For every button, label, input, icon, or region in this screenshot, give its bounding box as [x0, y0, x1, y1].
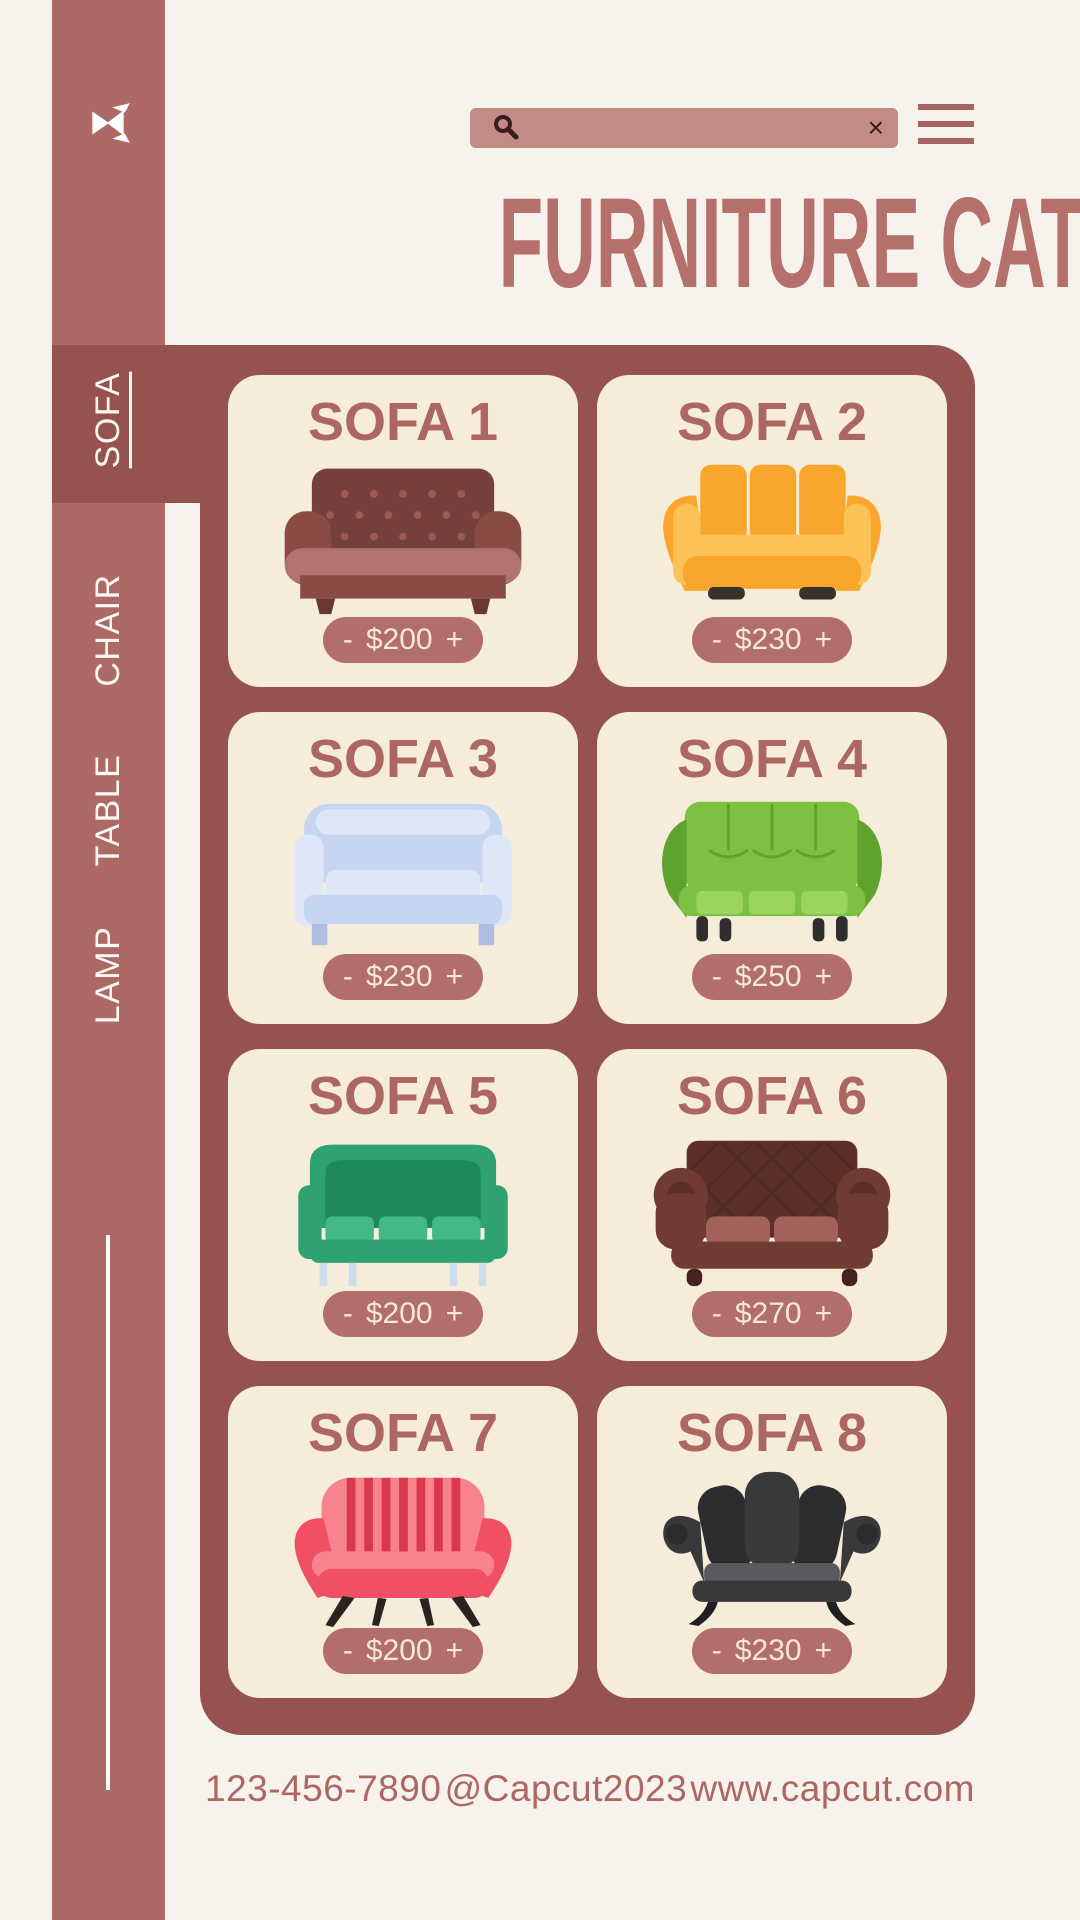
price-value: $200: [365, 1634, 433, 1667]
price-stepper: - $250 +: [692, 954, 852, 1000]
product-card-sofa-2[interactable]: SOFA 2 - $230 +: [597, 375, 947, 687]
sidebar-item-sofa[interactable]: SOFA: [89, 371, 127, 469]
search-bar: ×: [470, 108, 898, 148]
hamburger-menu-icon[interactable]: [918, 104, 974, 144]
increase-button[interactable]: +: [445, 960, 464, 993]
increase-button[interactable]: +: [814, 623, 833, 656]
price-stepper: - $200 +: [323, 1291, 483, 1337]
product-card-sofa-4[interactable]: SOFA 4 - $250 +: [597, 712, 947, 1024]
product-name: SOFA 5: [307, 1066, 499, 1126]
price-value: $200: [365, 1297, 433, 1330]
close-icon[interactable]: ×: [867, 112, 884, 143]
price-stepper: - $230 +: [692, 617, 852, 663]
product-card-sofa-3[interactable]: SOFA 3 - $230 +: [228, 712, 578, 1024]
price-stepper: - $230 +: [692, 1628, 852, 1674]
decrease-button[interactable]: -: [342, 1297, 353, 1330]
product-name: SOFA 1: [307, 392, 499, 452]
price-value: $230: [734, 623, 802, 656]
sidebar-divider-line: [106, 1235, 110, 1790]
sofa-6-illustration: [653, 1140, 891, 1287]
product-name: SOFA 6: [676, 1066, 868, 1126]
increase-button[interactable]: +: [814, 1297, 833, 1330]
product-name: SOFA 7: [307, 1403, 499, 1463]
product-name: SOFA 2: [676, 392, 868, 452]
page-title: FURNITURE CATALOG: [498, 172, 1080, 315]
sofa-1-illustration: [284, 468, 522, 615]
sofa-2-illustration: [663, 464, 881, 600]
product-name: SOFA 8: [676, 1403, 868, 1463]
decrease-button[interactable]: -: [711, 623, 722, 656]
product-card-sofa-6[interactable]: SOFA 6: [597, 1049, 947, 1361]
product-card-sofa-5[interactable]: SOFA 5 - $200 +: [228, 1049, 578, 1361]
decrease-button[interactable]: -: [711, 960, 722, 993]
price-stepper: - $270 +: [692, 1291, 852, 1337]
sofa-8-illustration: [663, 1471, 881, 1627]
catalog-panel: SOFA 1 - $200 +: [200, 345, 975, 1735]
footer-handle: @Capcut2023: [444, 1768, 688, 1809]
footer: 123-456-7890 @Capcut2023 www.capcut.com: [205, 1768, 975, 1810]
footer-website: www.capcut.com: [690, 1768, 975, 1809]
sofa-3-illustration: [294, 803, 512, 946]
sidebar-item-lamp[interactable]: LAMP: [89, 925, 127, 1025]
increase-button[interactable]: +: [445, 1297, 464, 1330]
price-value: $200: [365, 623, 433, 656]
price-value: $230: [734, 1634, 802, 1667]
price-value: $250: [734, 960, 802, 993]
decrease-button[interactable]: -: [711, 1634, 722, 1667]
sofa-4-illustration: [662, 801, 882, 942]
sofa-5-illustration: [298, 1144, 508, 1287]
price-value: $270: [734, 1297, 802, 1330]
increase-button[interactable]: +: [445, 1634, 464, 1667]
increase-button[interactable]: +: [445, 623, 464, 656]
price-stepper: - $200 +: [323, 617, 483, 663]
search-input[interactable]: [520, 114, 868, 142]
price-stepper: - $230 +: [323, 954, 483, 1000]
product-card-sofa-7[interactable]: SOFA 7: [228, 1386, 578, 1698]
search-icon: [494, 115, 519, 140]
product-name: SOFA 3: [307, 729, 499, 789]
price-value: $230: [365, 960, 433, 993]
footer-phone: 123-456-7890: [205, 1768, 442, 1809]
increase-button[interactable]: +: [814, 960, 833, 993]
capcut-logo-icon: [92, 103, 130, 143]
product-card-sofa-1[interactable]: SOFA 1 - $200 +: [228, 375, 578, 687]
price-stepper: - $200 +: [323, 1628, 483, 1674]
decrease-button[interactable]: -: [342, 1634, 353, 1667]
product-card-sofa-8[interactable]: SOFA 8 - $230 +: [597, 1386, 947, 1698]
decrease-button[interactable]: -: [342, 960, 353, 993]
decrease-button[interactable]: -: [342, 623, 353, 656]
sofa-7-illustration: [294, 1477, 512, 1628]
decrease-button[interactable]: -: [711, 1297, 722, 1330]
product-grid: SOFA 1 - $200 +: [228, 375, 947, 1698]
product-name: SOFA 4: [676, 729, 868, 789]
increase-button[interactable]: +: [814, 1634, 833, 1667]
